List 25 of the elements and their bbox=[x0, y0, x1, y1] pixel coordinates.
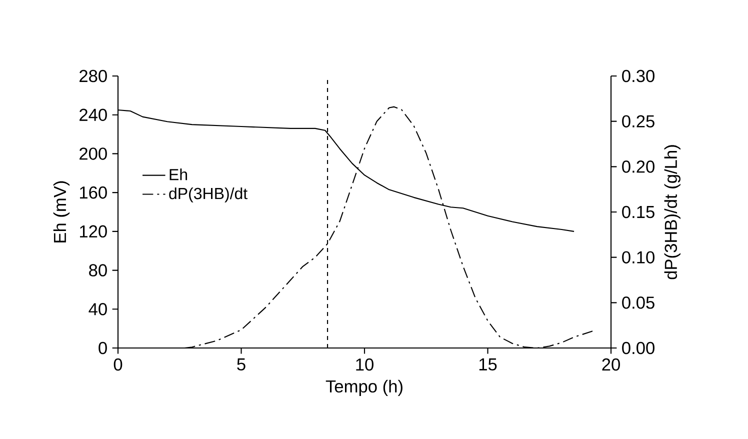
x-axis-title: Tempo (h) bbox=[326, 380, 402, 396]
y-tick-label: 240 bbox=[80, 108, 107, 121]
y-tick-label: 200 bbox=[80, 148, 107, 160]
x-tick-label: 15 bbox=[479, 358, 497, 370]
y-tick-label: 120 bbox=[80, 225, 107, 238]
x-tick-label: 5 bbox=[237, 358, 246, 370]
y-tick-label: 160 bbox=[80, 186, 107, 199]
y-tick-label: 40 bbox=[88, 303, 107, 316]
y-tick-label: 80 bbox=[89, 264, 107, 276]
x-tick-label: 20 bbox=[602, 358, 620, 371]
y-axis-title: Eh (mV) bbox=[53, 181, 70, 242]
legend-label: Eh bbox=[170, 168, 188, 180]
y2-tick-label: 0.00 bbox=[622, 342, 654, 354]
y2-axis-title: dP(3HB)/dt (g/Lh) bbox=[664, 145, 680, 280]
y2-tick-label: 0.25 bbox=[622, 115, 654, 128]
y-tick-label: 0 bbox=[98, 342, 107, 354]
y2-tick-label: 0.05 bbox=[622, 296, 654, 309]
x-tick-label: 10 bbox=[356, 358, 374, 371]
y2-tick-label: 0.20 bbox=[622, 160, 654, 173]
x-tick-label: 0 bbox=[114, 358, 122, 371]
y2-tick-label: 0.30 bbox=[622, 70, 654, 82]
y2-tick-label: 0.15 bbox=[622, 206, 654, 218]
legend-label: dP(3HB)/dt bbox=[169, 187, 248, 202]
y-tick-label: 280 bbox=[80, 70, 107, 82]
y2-tick-label: 0.10 bbox=[622, 251, 654, 264]
